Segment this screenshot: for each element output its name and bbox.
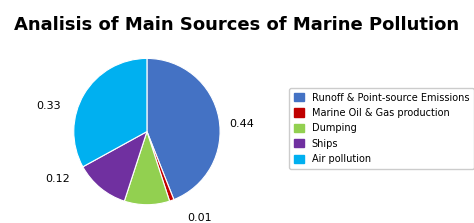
Wedge shape: [147, 58, 220, 200]
Text: Analisis of Main Sources of Marine Pollution: Analisis of Main Sources of Marine Pollu…: [14, 16, 460, 34]
Wedge shape: [74, 58, 147, 167]
Wedge shape: [124, 132, 170, 205]
Wedge shape: [83, 132, 147, 201]
Wedge shape: [147, 132, 174, 201]
Text: 0.44: 0.44: [229, 119, 255, 129]
Text: 0.01: 0.01: [187, 213, 212, 223]
Text: 0.12: 0.12: [46, 174, 70, 184]
Legend: Runoff & Point-source Emissions, Marine Oil & Gas production, Dumping, Ships, Ai: Runoff & Point-source Emissions, Marine …: [289, 88, 474, 169]
Text: 0.33: 0.33: [36, 101, 61, 111]
